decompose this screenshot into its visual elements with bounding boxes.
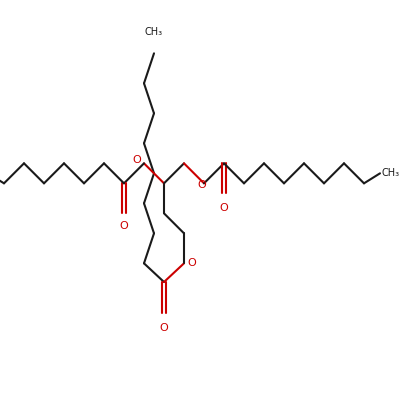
Text: O: O — [160, 323, 168, 333]
Text: O: O — [197, 180, 206, 190]
Text: O: O — [220, 203, 228, 213]
Text: O: O — [120, 221, 128, 231]
Text: CH₃: CH₃ — [382, 168, 400, 178]
Text: CH₃: CH₃ — [145, 27, 163, 37]
Text: O: O — [133, 155, 142, 165]
Text: O: O — [187, 258, 196, 268]
